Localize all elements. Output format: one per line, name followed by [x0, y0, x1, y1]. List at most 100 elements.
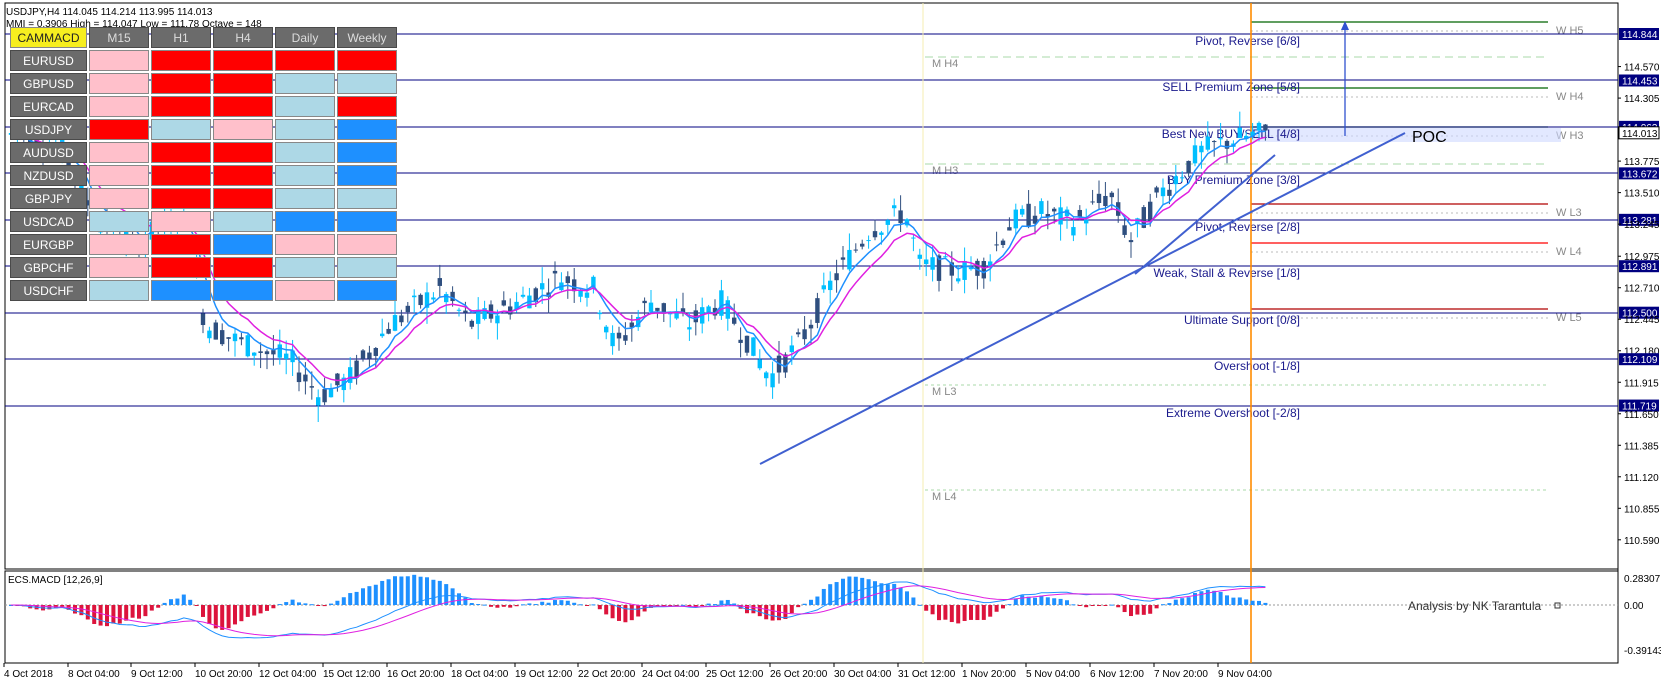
macd-histogram-bar	[629, 605, 634, 621]
macd-histogram-bar	[316, 605, 321, 606]
candle-body	[885, 220, 890, 225]
macd-histogram-bar	[1237, 597, 1242, 605]
matrix-pair-label: GBPJPY	[10, 188, 87, 209]
candle-body	[732, 317, 737, 324]
macd-histogram-bar	[380, 580, 385, 605]
macd-histogram-bar	[841, 578, 845, 605]
macd-histogram-bar	[393, 576, 397, 605]
macd-histogram-bar	[469, 603, 474, 605]
macd-histogram-bar	[213, 605, 218, 629]
matrix-signal-cell	[151, 211, 211, 232]
candle-body	[879, 232, 884, 235]
candle-body	[239, 337, 244, 340]
matrix-signal-cell	[89, 142, 149, 163]
time-label: 26 Oct 20:00	[770, 669, 828, 680]
macd-histogram-bar	[258, 605, 263, 614]
macd-histogram-bar	[1116, 605, 1121, 608]
candle-body	[744, 335, 750, 353]
price-label: 113.245	[1624, 220, 1660, 231]
macd-histogram-bar	[508, 605, 513, 608]
macd-histogram-bar	[450, 588, 455, 605]
matrix-signal-cell	[337, 188, 397, 209]
candle-body	[770, 373, 775, 388]
macd-histogram-bar	[732, 603, 737, 605]
macd-histogram-bar	[1071, 604, 1076, 606]
matrix-signal-cell	[275, 257, 335, 278]
candle-body	[85, 200, 90, 206]
candle-body	[431, 297, 436, 300]
matrix-pair-label: GBPCHF	[10, 257, 87, 278]
candle-body	[226, 337, 231, 339]
macd-histogram-bar	[386, 579, 391, 605]
macd-histogram-bar	[431, 579, 436, 605]
matrix-signal-cell	[151, 50, 211, 71]
macd-histogram-bar	[546, 602, 551, 605]
matrix-signal-cell	[337, 142, 397, 163]
price-label: 112.445	[1624, 315, 1660, 326]
macd-histogram-bar	[137, 605, 141, 619]
macd-histogram-bar	[297, 602, 301, 605]
candle-body	[898, 210, 903, 224]
candle-body	[796, 332, 801, 335]
macd-histogram-bar	[309, 604, 314, 606]
macd-histogram-bar	[1161, 604, 1165, 606]
candle-body	[936, 255, 942, 281]
macd-histogram-bar	[201, 605, 205, 617]
candle-body	[399, 315, 404, 323]
matrix-signal-cell	[275, 165, 335, 186]
macd-histogram-bar	[367, 586, 372, 605]
candle-body	[988, 261, 993, 267]
macd-histogram-bar	[777, 605, 781, 621]
macd-histogram-bar	[444, 584, 449, 605]
candle-body	[687, 327, 692, 330]
matrix-signal-cell	[89, 50, 149, 71]
time-label: 15 Oct 12:00	[323, 669, 381, 680]
macd-histogram-bar	[1212, 590, 1217, 605]
candle-body	[648, 302, 654, 312]
candle-body	[860, 243, 865, 247]
price-label: 112.975	[1624, 252, 1660, 263]
macd-histogram-bar	[1193, 592, 1197, 605]
price-label: 111.915	[1624, 378, 1659, 389]
matrix-signal-cell	[89, 73, 149, 94]
macd-histogram-bar	[354, 591, 359, 605]
matrix-row: GBPUSD	[10, 73, 397, 94]
macd-histogram-bar	[252, 605, 257, 616]
candle-body	[392, 315, 398, 331]
candle-body	[1122, 225, 1127, 235]
macd-histogram-bar	[751, 605, 756, 614]
matrix-signal-cell	[151, 165, 211, 186]
macd-histogram-bar	[706, 603, 711, 605]
matrix-signal-cell	[275, 211, 335, 232]
macd-histogram-bar	[668, 605, 673, 606]
macd-histogram-bar	[501, 605, 506, 607]
trendline-upper	[1134, 154, 1276, 275]
weekly-pivot-label: W L3	[1556, 207, 1582, 219]
weekly-pivot-label: W H3	[1556, 130, 1584, 142]
candle-body	[1052, 208, 1057, 212]
macd-histogram-bar	[169, 599, 173, 605]
macd-histogram-bar	[1257, 600, 1261, 605]
macd-histogram-bar	[226, 605, 231, 629]
macd-histogram-bar	[796, 605, 801, 608]
murrey-label: Weak, Stall & Reverse [1/8]	[1153, 266, 1300, 280]
macd-histogram-bar	[425, 577, 429, 605]
matrix-signal-cell	[89, 188, 149, 209]
macd-histogram-bar	[92, 605, 97, 624]
macd-histogram-bar	[764, 605, 769, 620]
time-label: 31 Oct 12:00	[898, 669, 956, 680]
murrey-label: Ultimate Support [0/8]	[1184, 313, 1300, 327]
macd-histogram-bar	[85, 605, 90, 620]
time-label: 8 Oct 04:00	[68, 669, 120, 680]
candle-body	[1256, 122, 1262, 131]
candle-body	[296, 372, 302, 383]
macd-histogram-bar	[898, 588, 903, 605]
macd-signal-line	[11, 585, 1266, 637]
matrix-col-m15: M15	[89, 27, 149, 48]
macd-histogram-bar	[553, 600, 557, 605]
matrix-signal-cell	[275, 119, 335, 140]
matrix-row: USDJPY	[10, 119, 397, 140]
price-tag: 112.891	[1622, 262, 1658, 273]
